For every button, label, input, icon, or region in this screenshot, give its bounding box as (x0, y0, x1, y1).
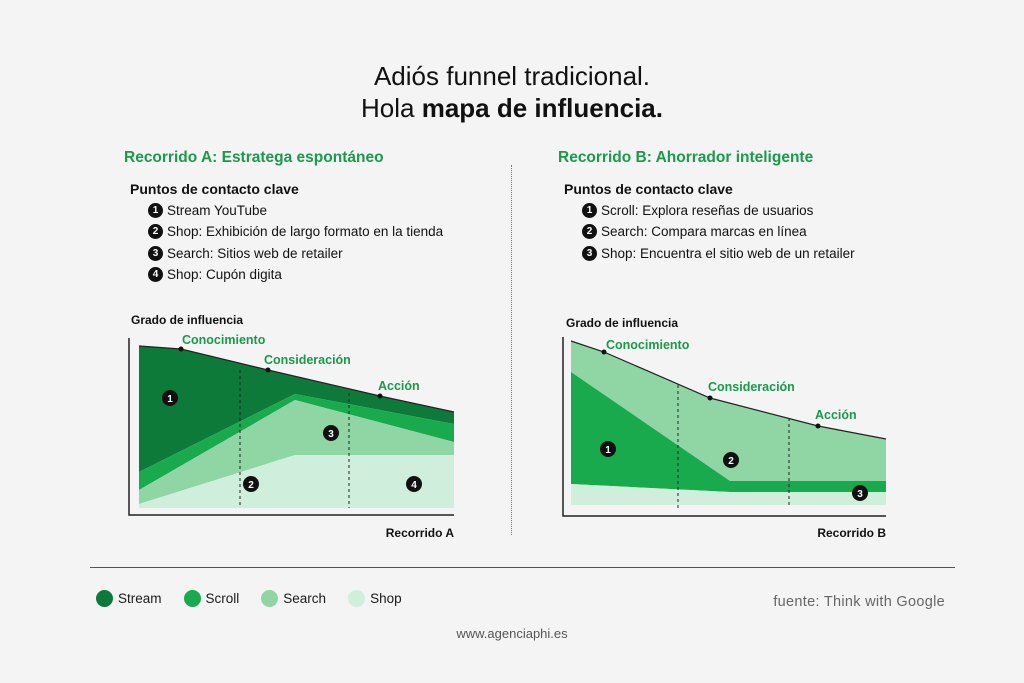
marker-number: 3 (328, 429, 334, 440)
area-search (139, 400, 454, 504)
touchpoint-text: Scroll: Explora reseñas de usuarios (601, 203, 814, 219)
marker-number: 2 (248, 480, 254, 491)
stage-label: Acción (815, 408, 857, 422)
footer-divider (90, 567, 955, 568)
marker-number: 4 (411, 480, 417, 491)
title-line-2: Hola mapa de influencia. (0, 92, 1024, 124)
journey-a-title: Recorrido A: Estratega espontáneo (124, 149, 384, 166)
column-divider (511, 165, 512, 535)
stage-label: Consideración (708, 380, 795, 394)
area-stream (139, 346, 454, 472)
area-search (571, 341, 886, 481)
journey-b-title: Recorrido B: Ahorrador inteligente (558, 149, 814, 166)
axes (128, 338, 454, 516)
x-axis-label: Recorrido B (817, 526, 886, 540)
journey-a-touchpoints: 1 Stream YouTube 2 Shop: Exhibición de lar… (148, 200, 443, 285)
touchpoint-text: Stream YouTube (167, 203, 268, 219)
area-scroll (139, 394, 454, 490)
stage-point (178, 346, 184, 352)
touchpoint-item: 3 Shop: Encuentra el sitio web de un reta… (582, 243, 855, 264)
marker-number: 3 (857, 489, 863, 500)
marker-number: 2 (728, 456, 734, 467)
number-badge: 2 (148, 224, 163, 240)
source-credit: fuente: Think with Google (773, 594, 945, 610)
page-title: Adiós funnel tradicional. Hola mapa de i… (0, 60, 1024, 124)
legend: Stream Scroll Search Shop (96, 590, 424, 607)
axes (562, 337, 886, 517)
number-badge: 1 (148, 203, 163, 219)
journey-b-touchpoints-title: Puntos de contacto clave (564, 181, 733, 197)
y-axis-label: Grado de influencia (131, 313, 243, 327)
area-shop (571, 484, 886, 505)
number-badge: 4 (148, 267, 163, 283)
area-shop (139, 455, 454, 508)
legend-item-search: Search (261, 590, 326, 607)
number-badge: 1 (582, 203, 597, 219)
title-prefix: Hola (361, 93, 422, 123)
x-axis-label: Recorrido A (386, 526, 455, 540)
touchpoint-text: Shop: Cupón digita (167, 267, 282, 283)
stage-point (377, 393, 383, 399)
journey-b-touchpoints: 1 Scroll: Explora reseñas de usuarios 2 Se… (582, 200, 855, 264)
touchpoint-text: Shop: Encuentra el sitio web de un retai… (601, 245, 855, 261)
stage-point (601, 349, 607, 355)
marker-badge (852, 485, 868, 501)
legend-swatch (183, 590, 201, 607)
marker-number: 1 (167, 394, 173, 405)
title-bold: mapa de influencia. (421, 93, 663, 123)
touchpoint-item: 2 Search: Compara marcas en línea (582, 221, 855, 242)
touchpoint-item: 2 Shop: Exhibición de largo formato en la… (148, 221, 443, 242)
legend-item-shop: Shop (348, 590, 402, 607)
touchpoint-item: 3 Search: Sitios web de retailer (148, 243, 443, 264)
touchpoint-text: Search: Sitios web de retailer (167, 245, 343, 261)
legend-item-scroll: Scroll (183, 590, 240, 607)
website-link[interactable]: www.agenciaphi.es (456, 626, 568, 641)
stage-label: Conocimiento (182, 333, 266, 347)
marker-badge (162, 390, 178, 406)
legend-swatch (261, 590, 279, 607)
legend-label: Search (283, 591, 327, 606)
touchpoint-item: 1 Stream YouTube (148, 200, 443, 221)
journey-a-touchpoints-title: Puntos de contacto clave (130, 181, 299, 197)
marker-number: 1 (605, 445, 611, 456)
stage-point (707, 395, 713, 401)
legend-swatch (96, 590, 113, 607)
touchpoint-item: 4 Shop: Cupón digita (148, 264, 443, 285)
legend-swatch (348, 590, 366, 607)
stage-label: Acción (378, 379, 420, 393)
marker-badge (243, 476, 259, 492)
marker-badge (323, 425, 339, 441)
touchpoint-item: 1 Scroll: Explora reseñas de usuarios (582, 200, 855, 221)
marker-badge (600, 441, 616, 457)
number-badge: 3 (582, 245, 597, 261)
legend-item-stream: Stream (96, 590, 162, 607)
number-badge: 2 (582, 224, 597, 240)
legend-label: Scroll (205, 591, 240, 606)
marker-badge (723, 452, 739, 468)
stage-point (815, 423, 821, 429)
area-scroll (571, 372, 886, 492)
legend-label: Stream (118, 591, 162, 606)
stage-label: Consideración (264, 353, 351, 367)
marker-badge (406, 476, 422, 492)
stage-point (265, 367, 271, 373)
touchpoint-text: Search: Compara marcas en línea (601, 224, 807, 240)
touchpoint-text: Shop: Exhibición de largo formato en la … (167, 224, 444, 240)
y-axis-label: Grado de influencia (566, 316, 678, 330)
legend-label: Shop (370, 591, 402, 606)
number-badge: 3 (148, 245, 163, 261)
stage-label: Conocimiento (606, 338, 690, 352)
title-line-1: Adiós funnel tradicional. (373, 61, 651, 91)
